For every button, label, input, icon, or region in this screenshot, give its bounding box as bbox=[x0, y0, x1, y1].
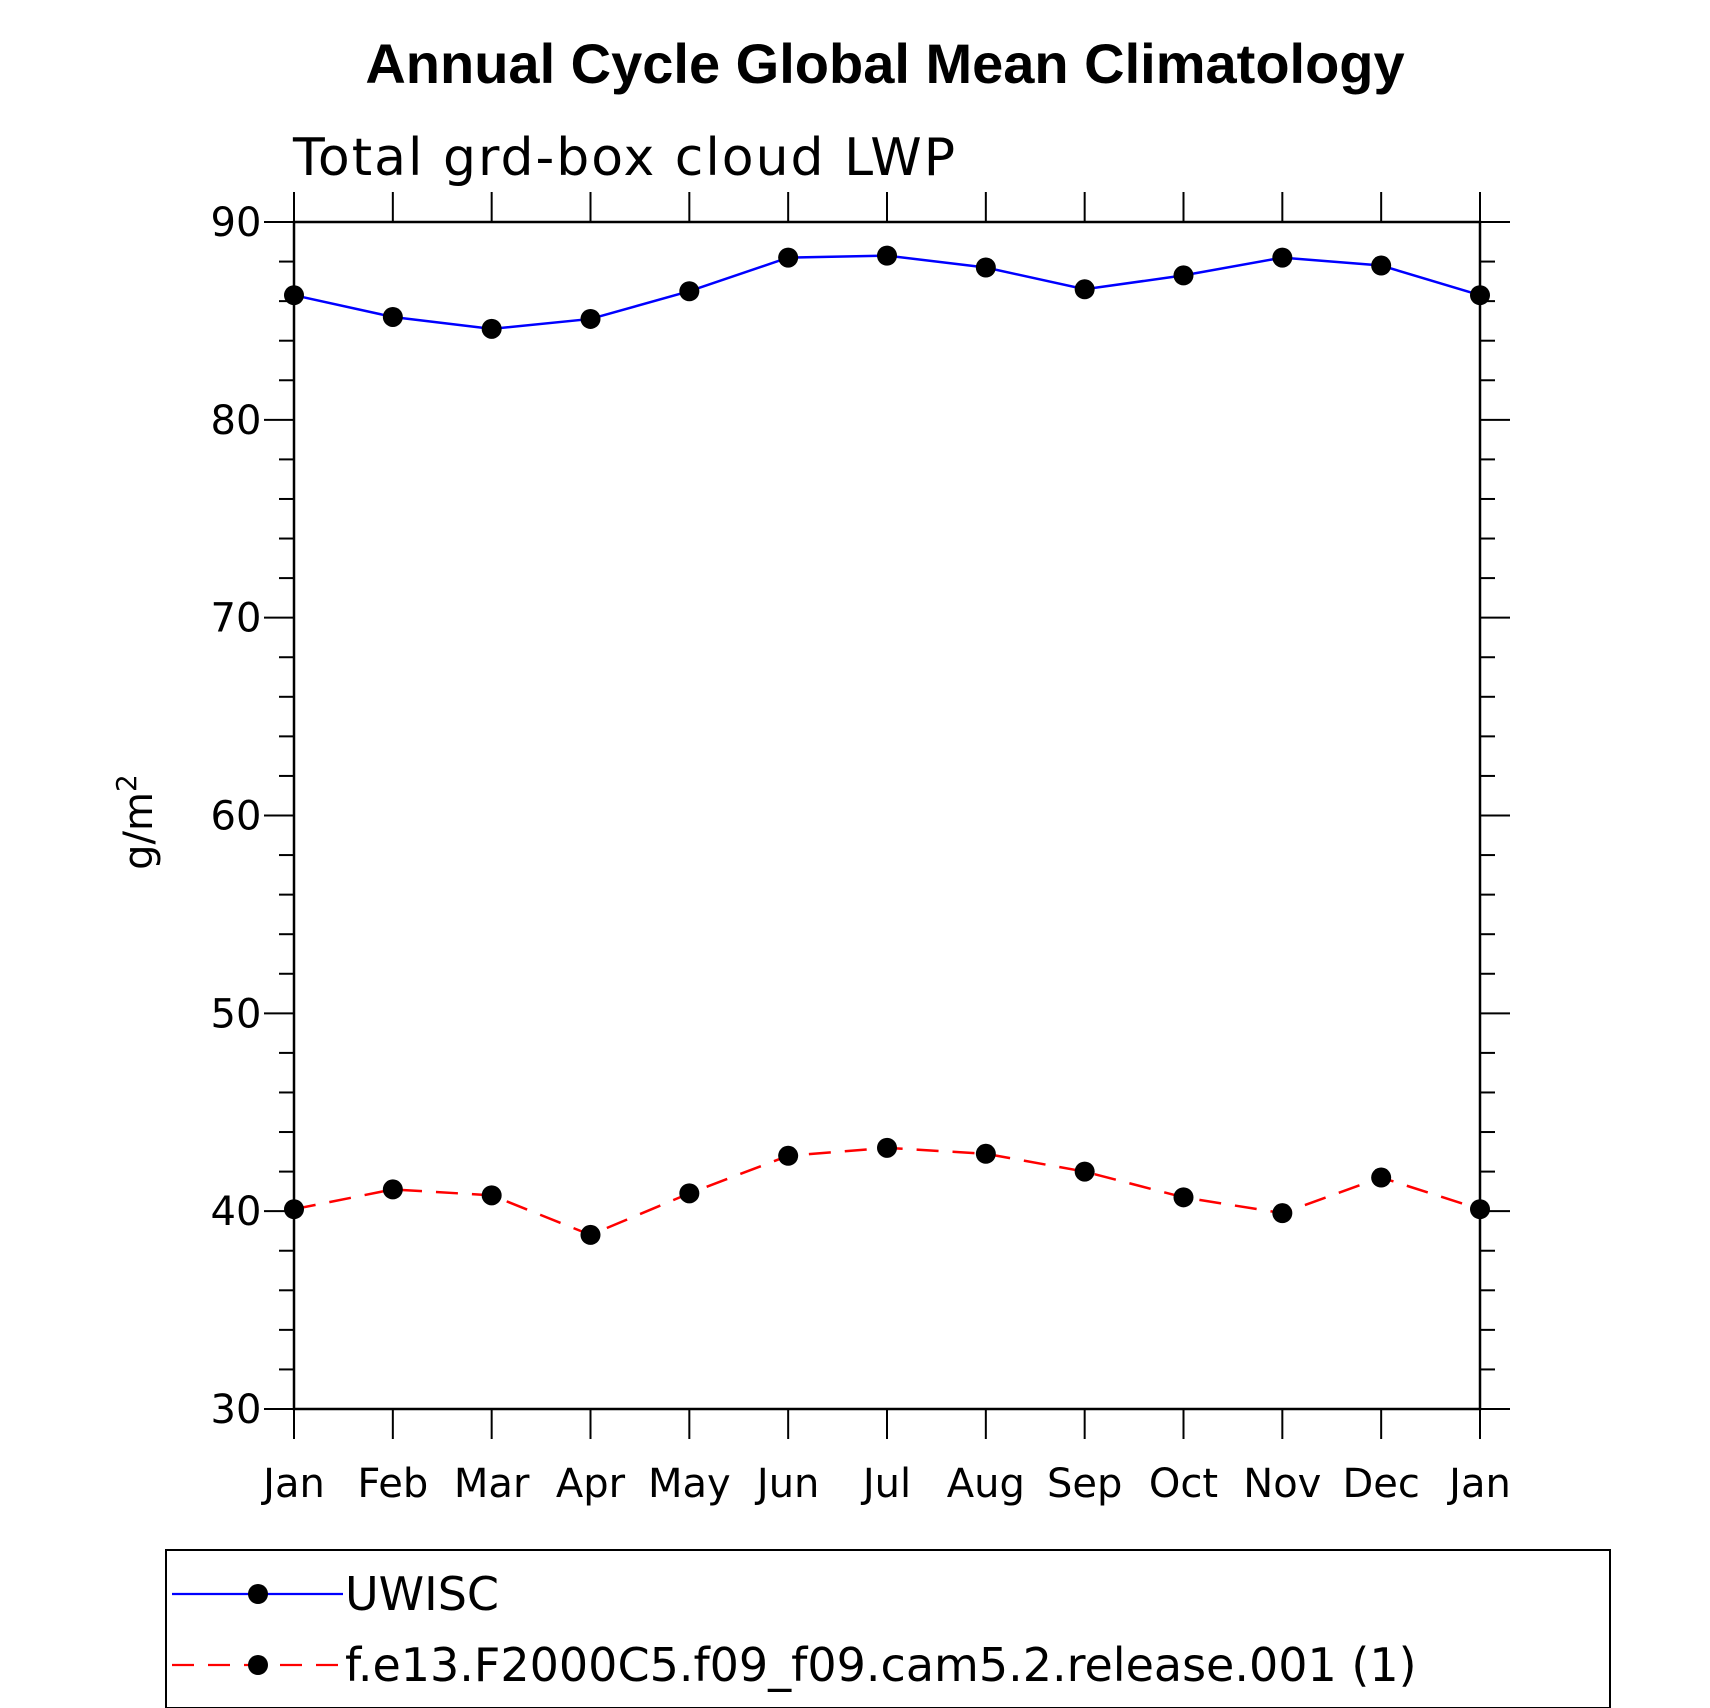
y-axis-label-text: g/m bbox=[116, 792, 162, 870]
x-tick-label: May bbox=[648, 1461, 731, 1507]
y-tick-label: 40 bbox=[211, 1189, 262, 1235]
series-0-point bbox=[1173, 265, 1194, 286]
series-1-point bbox=[284, 1199, 304, 1220]
x-tick-label: Dec bbox=[1342, 1461, 1419, 1507]
series-line-1 bbox=[293, 1146, 1481, 1237]
y-ticks: 30 40 50 60 70 80 90 bbox=[211, 200, 1510, 1433]
series-0-point bbox=[580, 308, 601, 329]
series-1-point bbox=[382, 1179, 403, 1200]
series-0-point bbox=[1470, 285, 1490, 306]
series-0-point bbox=[877, 245, 897, 266]
x-tick-label: Oct bbox=[1149, 1461, 1218, 1507]
series-1-point bbox=[1173, 1187, 1194, 1208]
x-ticks: Jan Feb Mar Apr May Jun Jul Aug Sep Oct Nov Dec Jan bbox=[260, 192, 1511, 1507]
x-tick-label: Aug bbox=[947, 1461, 1025, 1507]
series-1-point bbox=[1272, 1203, 1293, 1224]
legend-marker-uwisc bbox=[248, 1584, 268, 1604]
series-0-point bbox=[382, 306, 403, 327]
x-tick-label: Apr bbox=[556, 1461, 626, 1507]
series-1-point bbox=[481, 1185, 502, 1206]
x-tick-label: Jan bbox=[1446, 1461, 1511, 1507]
legend-box bbox=[165, 1549, 1611, 1708]
series-0-point bbox=[1074, 279, 1095, 300]
chart-title: Annual Cycle Global Mean Climatology bbox=[365, 32, 1404, 95]
y-tick-label: 70 bbox=[211, 596, 262, 642]
series-1-point bbox=[778, 1145, 799, 1166]
series-0-point bbox=[778, 247, 799, 268]
x-tick-label: Sep bbox=[1047, 1461, 1122, 1507]
x-tick-label: Mar bbox=[454, 1461, 530, 1507]
y-tick-label: 80 bbox=[211, 398, 262, 444]
y-axis-label-superscript: 2 bbox=[110, 774, 143, 792]
series-1-point bbox=[1371, 1167, 1392, 1188]
chart-subtitle: Total grd-box cloud LWP bbox=[292, 128, 957, 188]
series-0-point bbox=[1371, 255, 1392, 276]
legend-label-cam5: f.e13.F2000C5.f09_f09.cam5.2.release.001… bbox=[345, 1638, 1417, 1692]
plot-frame bbox=[292, 220, 1482, 1411]
legend-label-uwisc: UWISC bbox=[345, 1567, 499, 1621]
x-tick-label: Nov bbox=[1243, 1461, 1321, 1507]
series-0-point bbox=[975, 257, 996, 278]
series-line-0 bbox=[293, 254, 1481, 331]
series-1-point bbox=[580, 1224, 601, 1245]
y-tick-label: 60 bbox=[211, 794, 262, 840]
x-tick-label: Jan bbox=[260, 1461, 325, 1507]
series-layer bbox=[284, 245, 1490, 1245]
series-0-point bbox=[1272, 247, 1293, 268]
y-tick-label: 30 bbox=[211, 1387, 262, 1433]
series-0-point bbox=[284, 285, 304, 306]
x-tick-label: Jun bbox=[754, 1461, 820, 1507]
series-1-point bbox=[975, 1143, 996, 1164]
series-0-point bbox=[481, 318, 502, 339]
series-1-point bbox=[877, 1137, 897, 1158]
y-tick-label: 90 bbox=[211, 200, 262, 246]
series-0-point bbox=[679, 281, 700, 302]
legend: UWISC f.e13.F2000C5.f09_f09.cam5.2.relea… bbox=[165, 1549, 1611, 1708]
legend-marker-cam5 bbox=[248, 1655, 268, 1675]
series-1-point bbox=[1074, 1161, 1095, 1182]
y-axis-label: g/m2 bbox=[110, 774, 162, 870]
series-1-point bbox=[1470, 1199, 1490, 1220]
x-tick-label: Jul bbox=[860, 1461, 911, 1507]
y-tick-label: 50 bbox=[211, 991, 262, 1037]
x-tick-label: Feb bbox=[357, 1461, 428, 1507]
series-1-point bbox=[679, 1183, 700, 1204]
